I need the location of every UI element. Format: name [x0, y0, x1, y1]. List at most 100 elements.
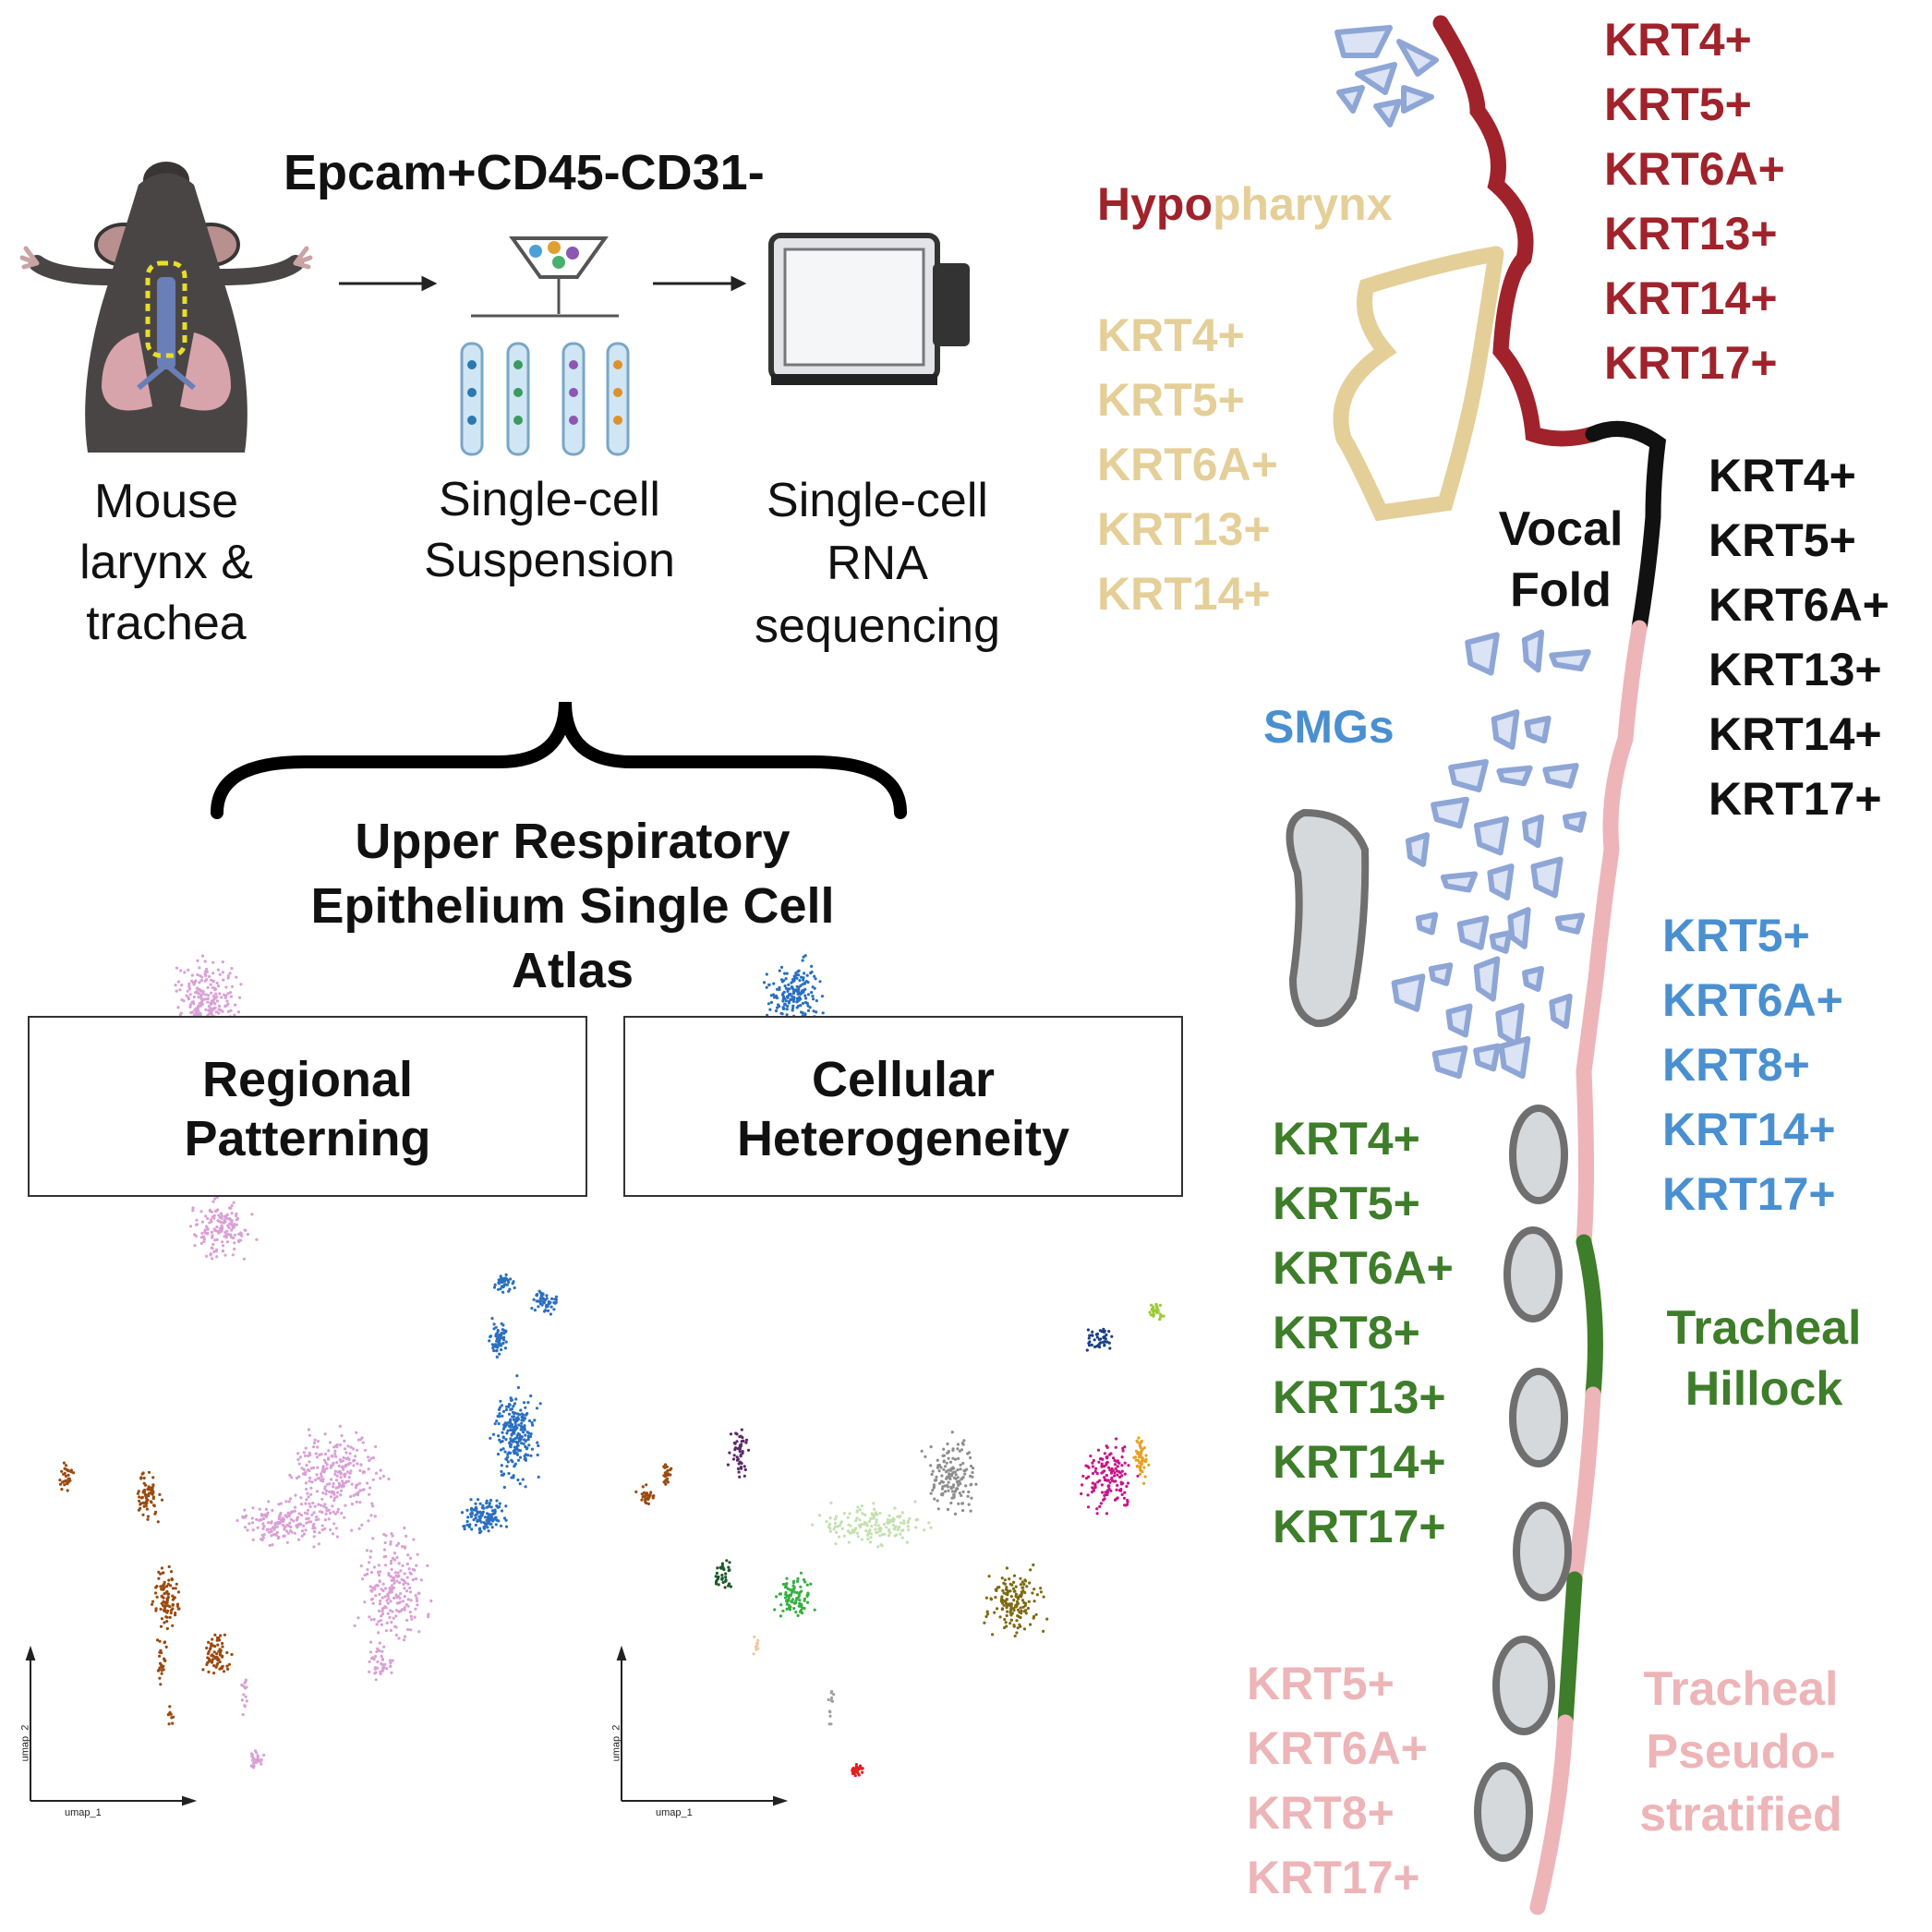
umap-point	[508, 1287, 512, 1291]
umap-point	[866, 1533, 870, 1537]
umap-point	[305, 1517, 308, 1521]
umap-point	[476, 1498, 480, 1502]
umap-point	[509, 1428, 513, 1432]
umap-point	[868, 1519, 872, 1523]
umap-point	[282, 1534, 285, 1538]
umap-point	[924, 1455, 927, 1458]
umap-point	[1152, 1312, 1155, 1317]
umap-point	[317, 1542, 320, 1546]
umap-point	[529, 1432, 533, 1436]
umap-point	[465, 1508, 469, 1512]
umap-point	[199, 996, 203, 1000]
umap-point	[327, 1508, 331, 1512]
umap-point	[1093, 1484, 1097, 1488]
umap-point	[250, 1213, 254, 1216]
umap-point	[307, 1516, 310, 1520]
umap-point	[802, 976, 805, 980]
umap-point	[199, 1011, 202, 1016]
gland-shard	[1524, 715, 1552, 744]
umap-point	[1026, 1606, 1030, 1611]
smg-markers: KRT5+ KRT6A+ KRT8+ KRT14+ KRT17+	[1662, 912, 1843, 1236]
umap-point	[503, 1346, 508, 1350]
cartilage-ring-2	[1503, 1226, 1563, 1322]
umap-right-ylabel: umap_2	[610, 1724, 622, 1762]
umap-point	[1087, 1336, 1091, 1340]
umap-point	[174, 984, 177, 987]
umap-point	[367, 1519, 370, 1523]
umap-point	[794, 1611, 798, 1614]
umap-point	[878, 1529, 882, 1533]
umap-point	[197, 1004, 200, 1008]
umap-point	[784, 1592, 788, 1597]
umap-point	[505, 1422, 509, 1426]
umap-point	[828, 1529, 833, 1533]
umap-point	[1092, 1458, 1095, 1463]
umap-point	[378, 1649, 381, 1653]
umap-point	[226, 974, 230, 978]
umap-point	[504, 1438, 508, 1442]
umap-point	[147, 1470, 151, 1474]
umap-point	[538, 1297, 542, 1300]
step-mouse-line-3: trachea	[86, 597, 247, 650]
umap-point	[791, 999, 796, 1003]
umap-point	[772, 982, 776, 985]
umap-point	[470, 1511, 474, 1515]
umap-point	[870, 1525, 874, 1528]
umap-point	[914, 1526, 918, 1529]
umap-point	[416, 1552, 419, 1556]
umap-point	[1154, 1302, 1158, 1306]
umap-point	[902, 1522, 906, 1526]
umap-point	[389, 1540, 392, 1544]
umap-point	[530, 1447, 535, 1451]
umap-point	[1144, 1458, 1148, 1462]
umap-point	[193, 1244, 197, 1248]
umap-point	[261, 1536, 265, 1540]
umap-point	[810, 964, 814, 968]
umap-point	[958, 1491, 961, 1495]
umap-point	[529, 1394, 533, 1398]
umap-point	[209, 1253, 212, 1257]
umap-point	[478, 1518, 482, 1522]
cellular-heterogeneity-line-2: Heterogeneity	[736, 1110, 1070, 1166]
umap-point	[532, 1298, 536, 1301]
umap-point	[739, 1466, 743, 1469]
umap-point	[728, 1582, 731, 1586]
umap-point	[377, 1631, 380, 1635]
umap-point	[1019, 1606, 1022, 1610]
umap-point	[228, 972, 232, 975]
umap-point	[1024, 1601, 1028, 1605]
umap-point	[144, 1496, 149, 1500]
umap-point	[347, 1457, 351, 1462]
gland-shard	[1487, 863, 1515, 900]
umap-point	[779, 965, 784, 969]
umap-point	[537, 1299, 541, 1303]
umap-point	[494, 1343, 498, 1346]
umap-point	[244, 1695, 248, 1698]
umap-point	[216, 984, 221, 988]
umap-point	[516, 1458, 521, 1462]
umap-point	[516, 1412, 520, 1416]
umap-point	[268, 1543, 272, 1547]
umap-point	[1015, 1619, 1019, 1623]
umap-point	[312, 1545, 316, 1549]
umap-point	[489, 1334, 492, 1339]
umap-point	[213, 1002, 217, 1006]
umap-point	[958, 1449, 961, 1453]
umap-point	[518, 1482, 522, 1486]
umap-point	[344, 1503, 347, 1507]
umap-point	[502, 1485, 506, 1490]
umap-point	[913, 1500, 917, 1503]
umap-point	[380, 1596, 384, 1600]
umap-point	[368, 1650, 372, 1654]
umap-point	[1042, 1595, 1045, 1599]
umap-point	[1008, 1577, 1011, 1581]
umap-point	[810, 970, 814, 974]
umap-point	[827, 1525, 831, 1528]
umap-point	[389, 1600, 392, 1603]
marker-item: KRT17+	[1709, 773, 1882, 825]
umap-point	[409, 1572, 413, 1576]
umap-point	[373, 1515, 377, 1518]
umap-point	[1156, 1309, 1160, 1312]
umap-point	[806, 993, 811, 996]
tracheal-hillock-line-1: Tracheal	[1666, 1301, 1862, 1355]
